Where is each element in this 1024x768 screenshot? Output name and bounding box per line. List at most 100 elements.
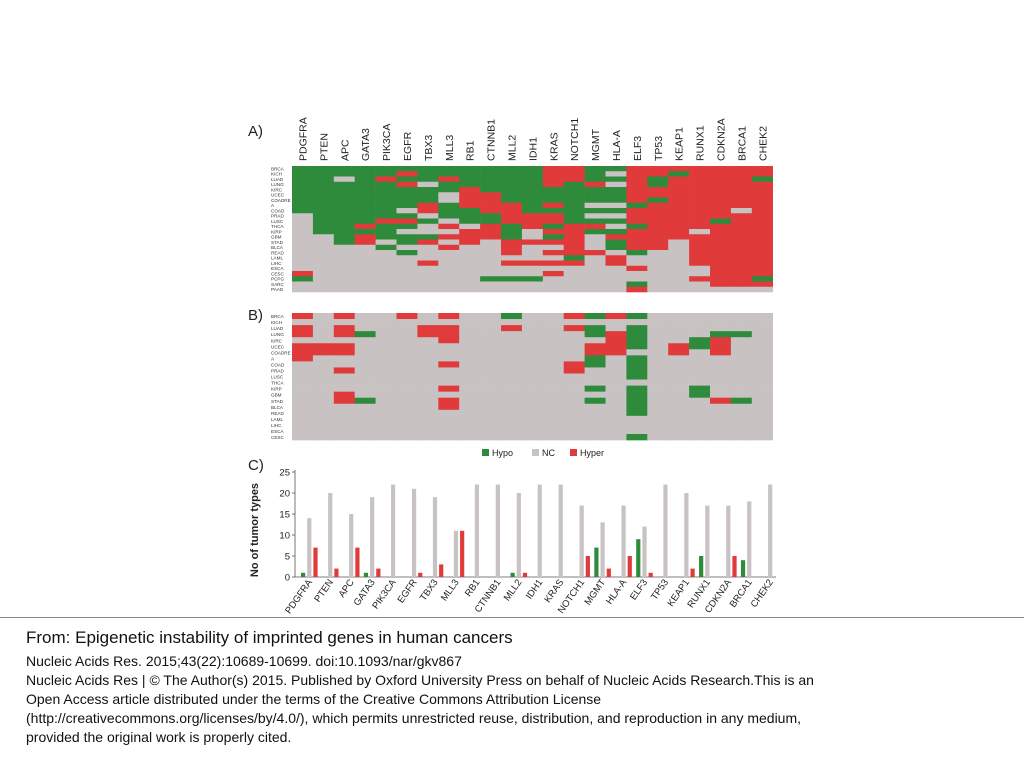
heatmap-cell bbox=[501, 260, 523, 267]
heatmap-cell bbox=[396, 181, 418, 188]
heatmap-cell bbox=[438, 355, 460, 362]
gene-label: EGFR bbox=[402, 131, 414, 161]
heatmap-cell bbox=[563, 218, 585, 225]
heatmap-cell bbox=[480, 325, 502, 332]
heatmap-cell bbox=[375, 391, 397, 398]
heatmap-cell bbox=[459, 421, 481, 429]
heatmap-cell bbox=[605, 397, 627, 405]
heatmap-cell bbox=[605, 197, 627, 204]
heatmap-cell bbox=[438, 271, 460, 277]
heatmap-cell bbox=[584, 176, 606, 183]
heatmap-cell bbox=[501, 213, 523, 219]
heatmap-cell bbox=[312, 265, 335, 272]
heatmap-cell bbox=[480, 319, 502, 326]
heatmap-cell bbox=[668, 181, 690, 188]
heatmap-cell bbox=[333, 234, 355, 240]
heatmap-cell bbox=[605, 319, 627, 326]
heatmap-cell bbox=[605, 213, 627, 219]
heatmap-cell bbox=[501, 331, 523, 338]
heatmap-cell bbox=[417, 427, 439, 435]
heatmap-cell bbox=[354, 349, 376, 356]
heatmap-cell bbox=[292, 337, 314, 344]
heatmap-cell bbox=[312, 223, 335, 230]
heatmap-cell bbox=[459, 427, 481, 435]
heatmap-cell bbox=[730, 265, 753, 272]
heatmap-cell bbox=[396, 415, 418, 423]
heatmap-cell bbox=[647, 373, 669, 380]
heatmap-cell bbox=[542, 234, 564, 240]
heatmap-cell bbox=[605, 234, 627, 240]
heatmap-cell bbox=[626, 187, 648, 193]
heatmap-cell bbox=[563, 379, 585, 386]
heatmap-cell bbox=[542, 281, 564, 288]
heatmap-cell bbox=[605, 176, 627, 183]
heatmap-cell bbox=[438, 176, 460, 183]
heatmap-cell bbox=[501, 281, 523, 288]
heatmap-cell bbox=[584, 181, 606, 188]
heatmap-cell bbox=[689, 239, 711, 246]
heatmap-cell bbox=[459, 349, 481, 356]
heatmap-cell bbox=[375, 331, 397, 338]
heatmap-cell bbox=[292, 415, 314, 423]
heatmap-cell bbox=[501, 229, 523, 235]
heatmap-cell bbox=[647, 286, 669, 293]
bar bbox=[579, 505, 584, 577]
heatmap-cell bbox=[647, 276, 669, 282]
legend-swatch bbox=[532, 449, 539, 456]
heatmap-cell bbox=[396, 192, 418, 198]
heatmap-cell bbox=[417, 367, 439, 374]
heatmap-cell bbox=[647, 229, 669, 235]
heatmap-cell bbox=[542, 223, 564, 230]
heatmap-cell bbox=[375, 255, 397, 261]
heatmap-cell bbox=[396, 276, 418, 282]
heatmap-cell bbox=[647, 403, 669, 411]
heatmap-cell bbox=[354, 319, 376, 326]
heatmap-cell bbox=[501, 409, 523, 417]
heatmap-cell bbox=[333, 218, 355, 225]
heatmap-cell bbox=[605, 276, 627, 282]
heatmap-cell bbox=[730, 355, 753, 362]
tumor-label: LUNG bbox=[271, 332, 284, 337]
heatmap-cell bbox=[480, 229, 502, 235]
caption-license-line-1: Nucleic Acids Res | © The Author(s) 2015… bbox=[26, 672, 814, 688]
heatmap-cell bbox=[375, 361, 397, 368]
heatmap-cell bbox=[668, 255, 690, 261]
heatmap-cell bbox=[710, 208, 732, 214]
heatmap-cell bbox=[480, 343, 502, 350]
heatmap-cell bbox=[647, 265, 669, 272]
heatmap-cell bbox=[563, 202, 585, 209]
heatmap-cell bbox=[542, 415, 564, 423]
heatmap-cell bbox=[459, 218, 481, 225]
heatmap-cell bbox=[480, 223, 502, 230]
tumor-label: THCA bbox=[271, 224, 284, 229]
bar bbox=[411, 488, 417, 577]
heatmap-cell bbox=[501, 265, 523, 272]
heatmap-cell bbox=[438, 337, 460, 344]
heatmap-cell bbox=[689, 421, 711, 429]
heatmap-cell bbox=[354, 361, 376, 368]
heatmap-cell bbox=[375, 223, 397, 230]
heatmap-cell bbox=[438, 427, 460, 435]
heatmap-cell bbox=[480, 427, 502, 435]
gene-label: NOTCH1 bbox=[569, 118, 581, 161]
x-tick-label: MLL3 bbox=[439, 577, 462, 603]
heatmap-cell bbox=[730, 192, 753, 198]
heatmap-cell bbox=[626, 361, 648, 368]
heatmap-cell bbox=[501, 202, 523, 209]
heatmap-cell bbox=[730, 166, 753, 172]
heatmap-cell bbox=[459, 281, 481, 288]
heatmap-cell bbox=[751, 166, 773, 172]
heatmap-cell bbox=[438, 331, 460, 338]
heatmap-cell bbox=[480, 255, 502, 261]
heatmap-cell bbox=[730, 415, 753, 423]
heatmap-cell bbox=[354, 343, 376, 350]
heatmap-cell bbox=[438, 415, 460, 423]
heatmap-cell bbox=[480, 331, 502, 338]
heatmap-cell bbox=[710, 391, 732, 398]
heatmap-cell bbox=[417, 213, 439, 219]
heatmap-cell bbox=[354, 250, 376, 256]
heatmap-cell bbox=[626, 166, 648, 172]
heatmap-cell bbox=[501, 313, 523, 320]
heatmap-cell bbox=[375, 265, 397, 272]
